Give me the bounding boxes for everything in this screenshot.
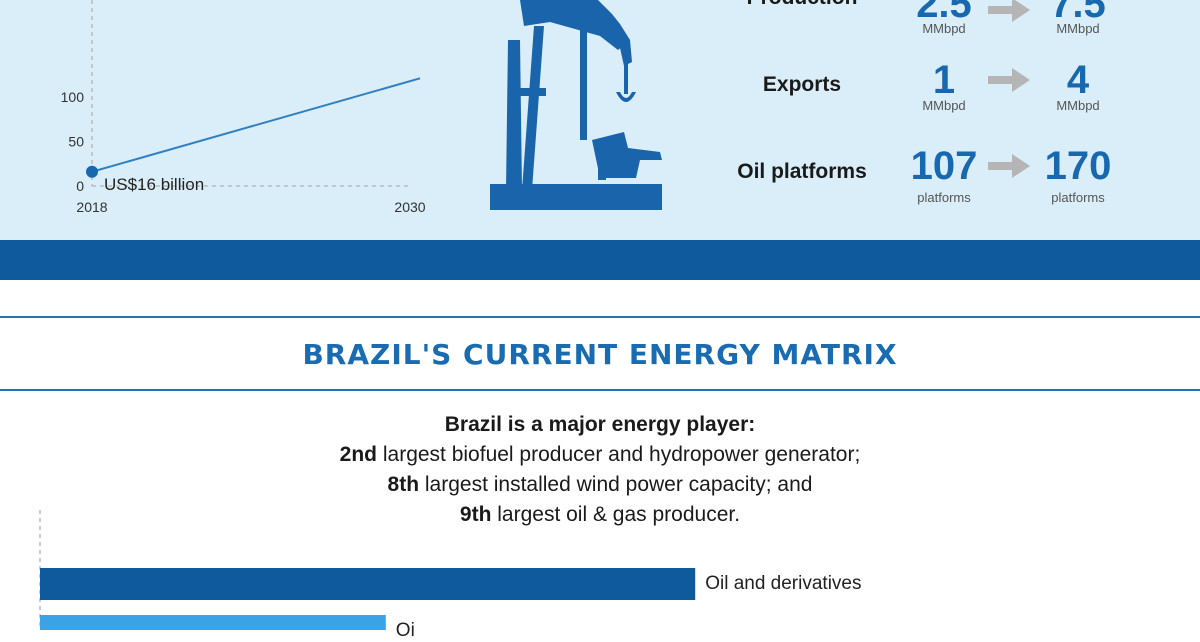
stat-from-exports: 1 [932,58,956,102]
oil-pumpjack-icon [480,0,680,212]
stat-from-oil-platforms: 107 [910,144,978,188]
arrow-right-icon [988,0,1030,22]
stat-from-production: 2.5 [916,0,972,26]
x-tick-label: 2030 [394,199,425,215]
summary-line-oil-gas: 9th largest oil & gas producer. [459,503,741,526]
arrow-right-icon [988,154,1030,178]
energy-matrix-bar-chart [39,510,696,630]
stat-to-oil-platforms: 170 [1044,144,1112,188]
summary-heading: Brazil is a major energy player: [444,413,756,436]
series-line [91,77,421,173]
arrow-right-icon [988,68,1030,92]
stat-from-unit-production: MMbpd [922,21,966,36]
section-title: BRAZIL'S CURRENT ENERGY MATRIX [302,338,898,371]
stat-label-exports: Exports [762,73,842,96]
x-tick-label: 2018 [76,199,107,215]
title-rule-top [0,316,1200,318]
stat-to-unit-exports: MMbpd [1056,98,1100,113]
y-tick-label: 100 [61,89,85,105]
bar [40,568,696,600]
energy-summary: Brazil is a major energy player: 2nd lar… [0,410,1200,530]
title-rule-bottom [0,389,1200,391]
data-label: US$16 billion [104,175,204,194]
stat-label-production: Production [712,0,892,10]
stat-from-unit-oil-platforms: platforms [917,190,971,205]
y-tick-label: 50 [68,134,84,150]
bar-label: Oil and derivatives [705,573,862,594]
summary-line-wind: 8th largest installed wind power capacit… [387,473,813,496]
bar-label: Oi [395,620,415,641]
summary-line-biofuel: 2nd largest biofuel producer and hydropo… [339,443,861,466]
stat-from-unit-exports: MMbpd [922,98,966,113]
data-point [86,165,98,178]
stat-to-unit-oil-platforms: platforms [1051,190,1105,205]
stat-label-oil-platforms: Oil platforms [737,160,867,183]
stat-to-exports: 4 [1066,58,1090,102]
y-tick-label: 0 [76,178,84,194]
investment-line-chart: 0 50 100 2018 2030 US$16 billion [61,0,426,215]
section-divider-band [0,240,1200,280]
stat-to-production: 7.5 [1050,0,1106,26]
bar [40,615,386,630]
stat-to-unit-production: MMbpd [1056,21,1100,36]
